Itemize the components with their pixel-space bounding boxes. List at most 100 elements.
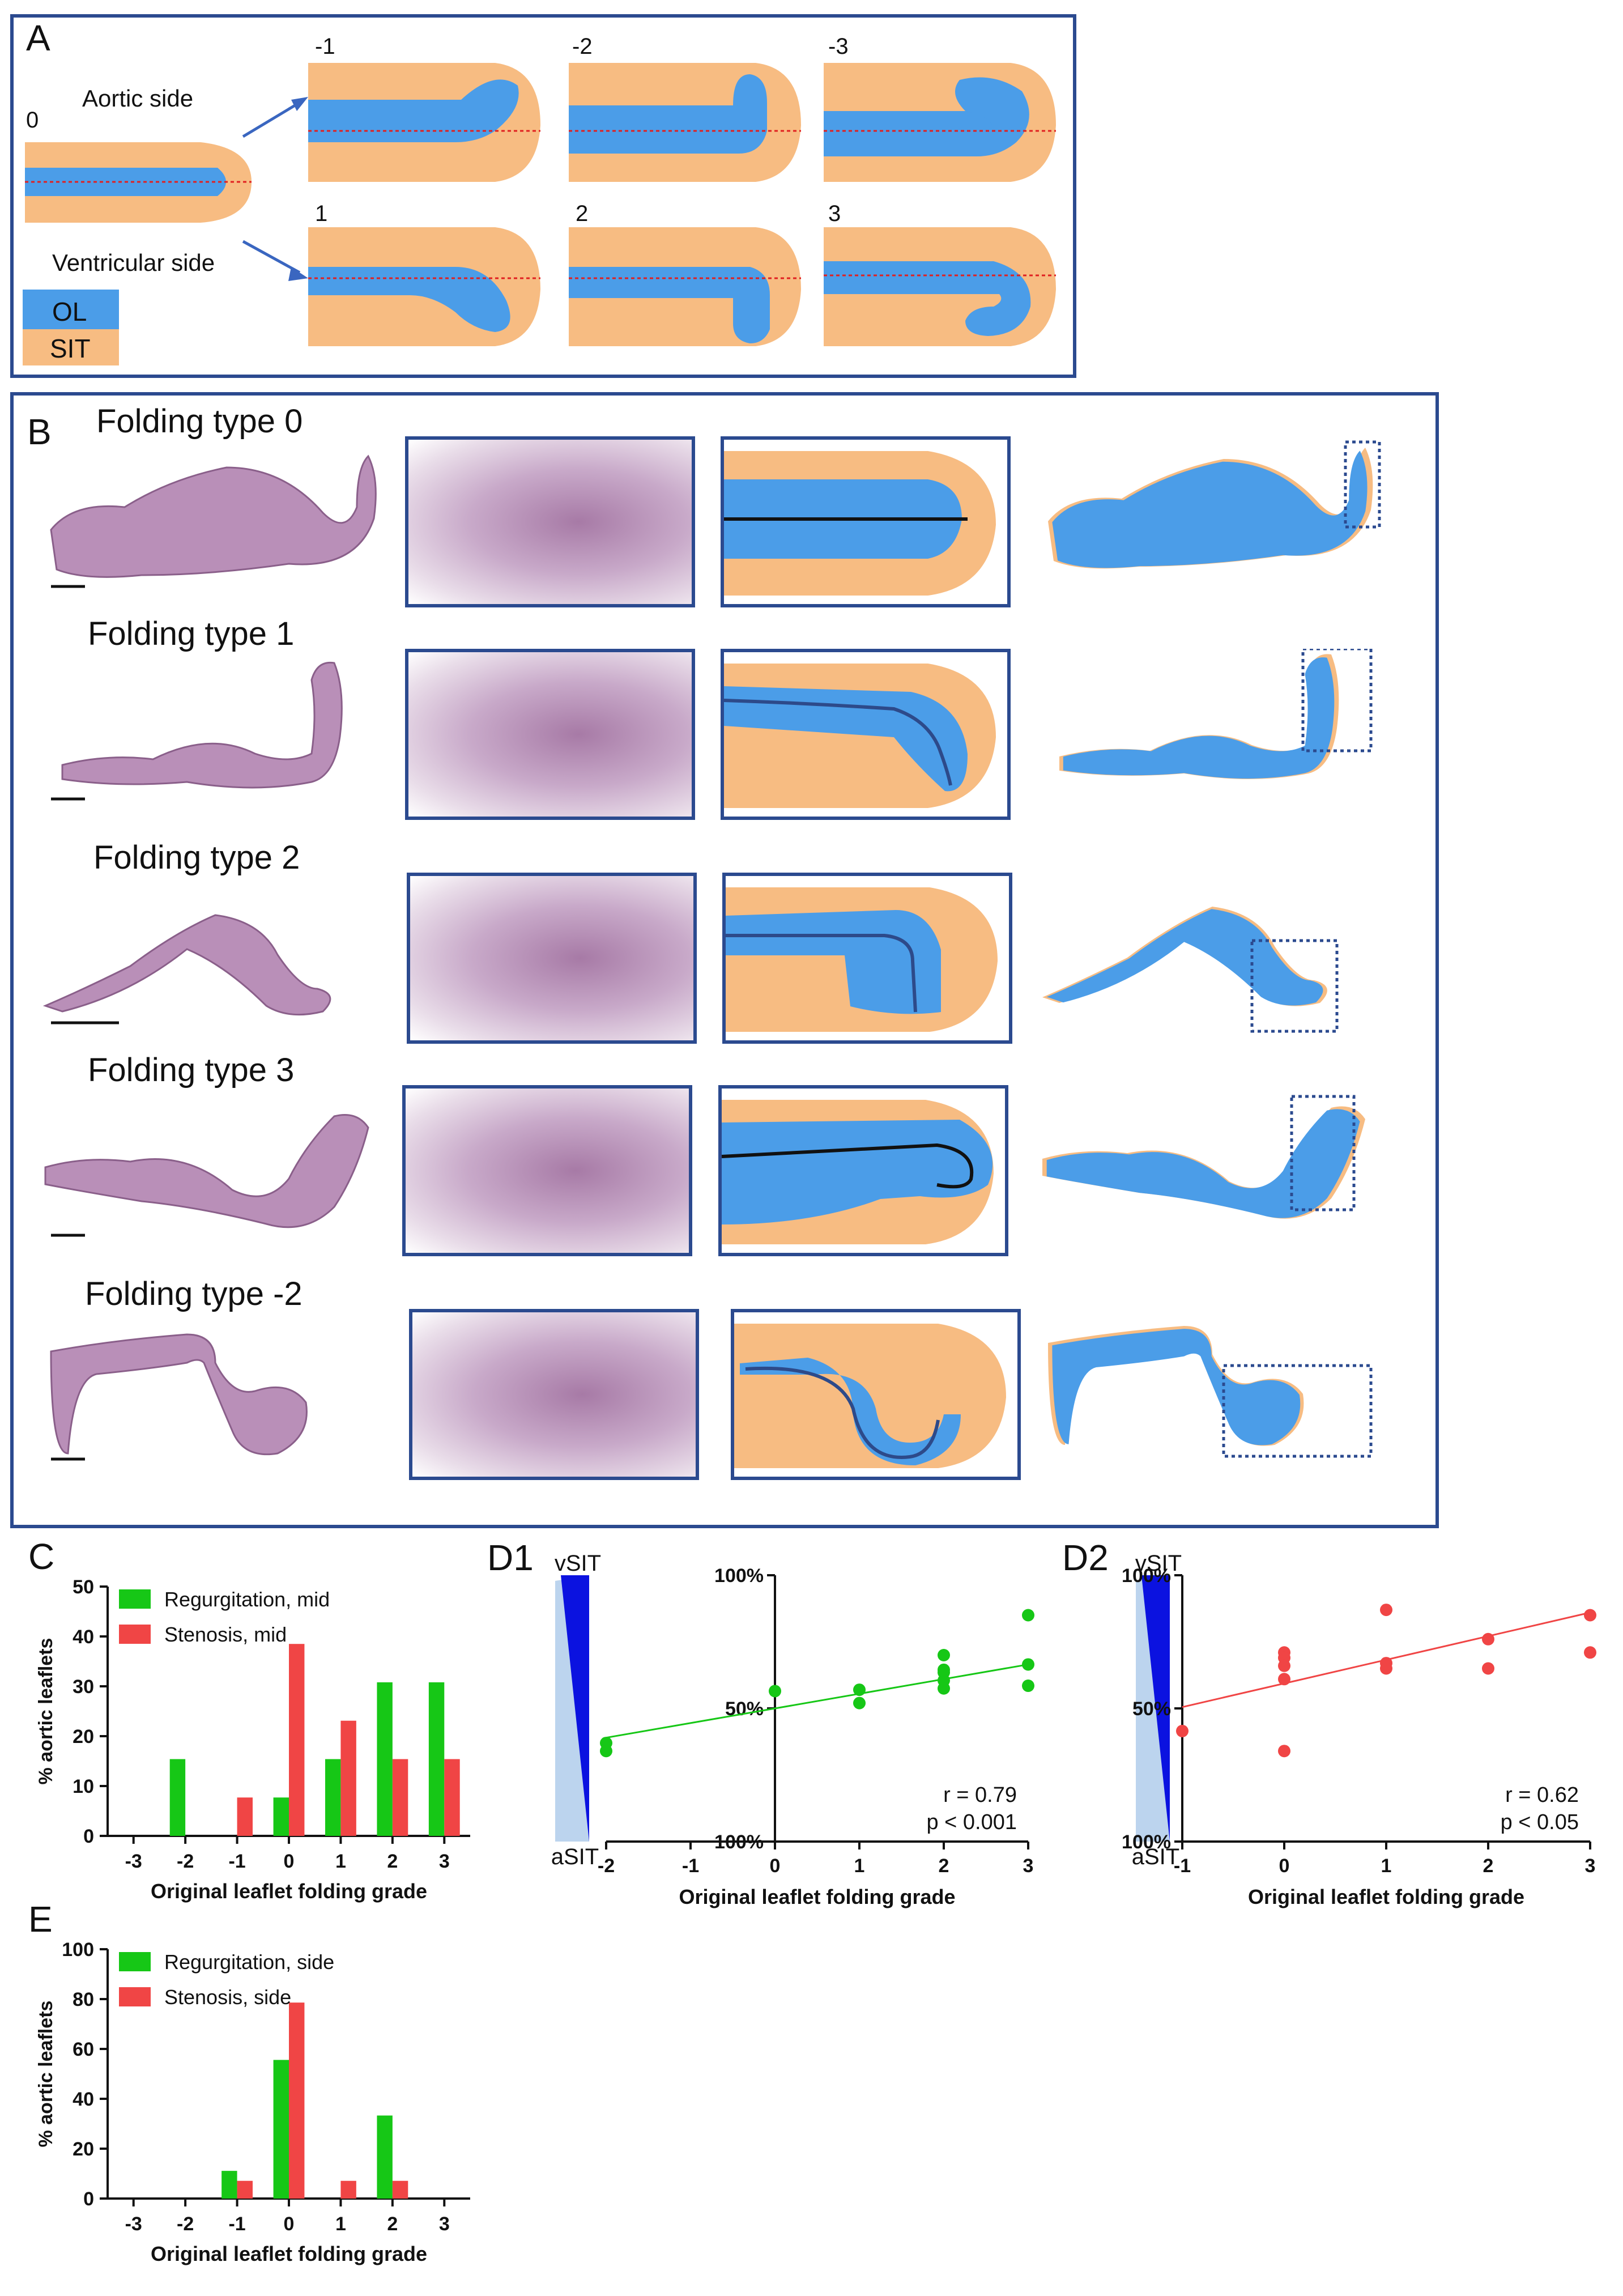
segmentation-drawing (734, 1324, 1006, 1468)
panel-b-frame (10, 392, 1439, 1528)
y-tick-label: 0 (83, 1826, 94, 1847)
panel-a-ventricular-side: Ventricular side (52, 249, 215, 276)
zoom-region-box (1290, 1095, 1356, 1211)
leaflet-shape-minus2 (569, 63, 801, 182)
bar (377, 2115, 393, 2199)
p-value: p < 0.001 (926, 1810, 1017, 1834)
x-tick-label: 2 (1483, 1855, 1494, 1877)
full-segmentation (1048, 1326, 1373, 1458)
data-point (853, 1697, 866, 1710)
data-point (1022, 1658, 1034, 1671)
x-tick-label: -2 (598, 1855, 615, 1877)
zoomed-histology (402, 1085, 692, 1256)
x-tick-label: -1 (682, 1855, 699, 1877)
bar (340, 1720, 356, 1836)
zoomed-histology (405, 649, 695, 820)
midline (724, 699, 952, 786)
panel-b-letter: B (27, 411, 52, 452)
vsit-label: vSIT (555, 1551, 601, 1576)
y-tick-label: 20 (73, 2138, 94, 2160)
x-tick-label: 1 (1381, 1855, 1392, 1877)
zoomed-histology (409, 1309, 699, 1480)
vsit-label: vSIT (1135, 1551, 1182, 1576)
midline (722, 1143, 974, 1189)
panel-a-diagram (23, 63, 1056, 365)
x-tick-label: 0 (1279, 1855, 1290, 1877)
histology-tissue (44, 1114, 369, 1228)
data-point (1584, 1646, 1596, 1659)
legend-label: Stenosis, mid (164, 1623, 287, 1646)
legend-label: Stenosis, side (164, 1985, 291, 2009)
r-value: r = 0.62 (1505, 1783, 1579, 1807)
histology-tissue (42, 914, 331, 1016)
ol-outline (1046, 1109, 1360, 1218)
bar (289, 2002, 305, 2199)
panel-a-label-minus3: -3 (828, 34, 849, 59)
bar (444, 1759, 460, 1836)
zoom-region-box (1250, 939, 1339, 1033)
histology-tissue (50, 1333, 308, 1456)
bar (237, 2180, 253, 2199)
segmentation-drawing (722, 1100, 994, 1244)
panel-a-frame (10, 14, 1076, 378)
x-tick-label: -1 (1174, 1855, 1191, 1877)
leaflet-shape-minus1 (308, 63, 540, 182)
bar (340, 2180, 356, 2199)
ol-outline (1052, 450, 1368, 568)
bar (428, 1682, 445, 1836)
full-segmentation (1048, 440, 1381, 569)
panel-a-label-minus2: -2 (572, 34, 593, 59)
full-segmentation (1059, 649, 1373, 779)
chart-c: 0 10 20 30 40 50 -3 -2 -1 0 1 2 3 Original leaflet fo… (35, 1576, 470, 1903)
x-tick-label: 1 (335, 2213, 346, 2235)
legend-label: Regurgitation, mid (164, 1588, 330, 1611)
data-point (853, 1683, 866, 1697)
x-tick-label: -2 (177, 2213, 194, 2235)
legend-swatch-sit (23, 329, 119, 365)
ol-outline (1063, 657, 1335, 779)
data-point (1278, 1745, 1290, 1758)
segmentation-box (718, 1085, 1008, 1256)
x-tick-label: -1 (228, 2213, 245, 2235)
bar (273, 1797, 289, 1836)
overview-histology (44, 1114, 369, 1237)
overview-histology (51, 661, 343, 801)
panel-a-label-1: 1 (315, 201, 328, 226)
histology-tissue (61, 661, 343, 789)
y-axis-label: % aortic leaflets (35, 2001, 57, 2148)
y-tick-label: 10 (73, 1776, 94, 1797)
zoom-region-box (1222, 1364, 1373, 1458)
data-point (1278, 1673, 1290, 1686)
data-point (1482, 1632, 1494, 1646)
y-tick-label: 20 (73, 1726, 94, 1747)
legend-swatch-ol (23, 290, 119, 329)
p-value: p < 0.05 (1501, 1810, 1579, 1834)
legend-swatch (119, 1625, 151, 1644)
arrow-down (242, 240, 301, 274)
histology-tissue (50, 454, 377, 578)
segmentation-drawing (726, 887, 998, 1032)
midline (726, 934, 917, 1013)
segmentation-box (721, 649, 1011, 820)
leaflet-shape-2 (569, 227, 801, 346)
folding-type-title: Folding type 3 (88, 1052, 295, 1089)
y-tick-label: 100% (714, 1565, 764, 1587)
folding-type-title: Folding type 2 (93, 839, 300, 876)
x-tick-label: -3 (125, 1851, 142, 1872)
bar (289, 1644, 305, 1836)
x-tick-label: 2 (939, 1855, 949, 1877)
x-tick-label: 1 (854, 1855, 865, 1877)
panel-a-label-2: 2 (576, 201, 589, 226)
x-tick-label: -1 (228, 1851, 245, 1872)
x-axis-label: Original leaflet folding grade (151, 1880, 427, 1903)
chart-e: 0 20 40 60 80 100 -3 -2 -1 0 1 2 3 Original leaflet f… (35, 1939, 470, 2265)
data-point (1380, 1662, 1392, 1675)
bar (325, 1759, 341, 1836)
vsit-wedge (1141, 1575, 1170, 1842)
zoom-region-box (1301, 649, 1373, 752)
folding-type-title: Folding type 0 (96, 403, 303, 440)
x-tick-label: 3 (439, 2213, 450, 2235)
bar (169, 1759, 186, 1836)
